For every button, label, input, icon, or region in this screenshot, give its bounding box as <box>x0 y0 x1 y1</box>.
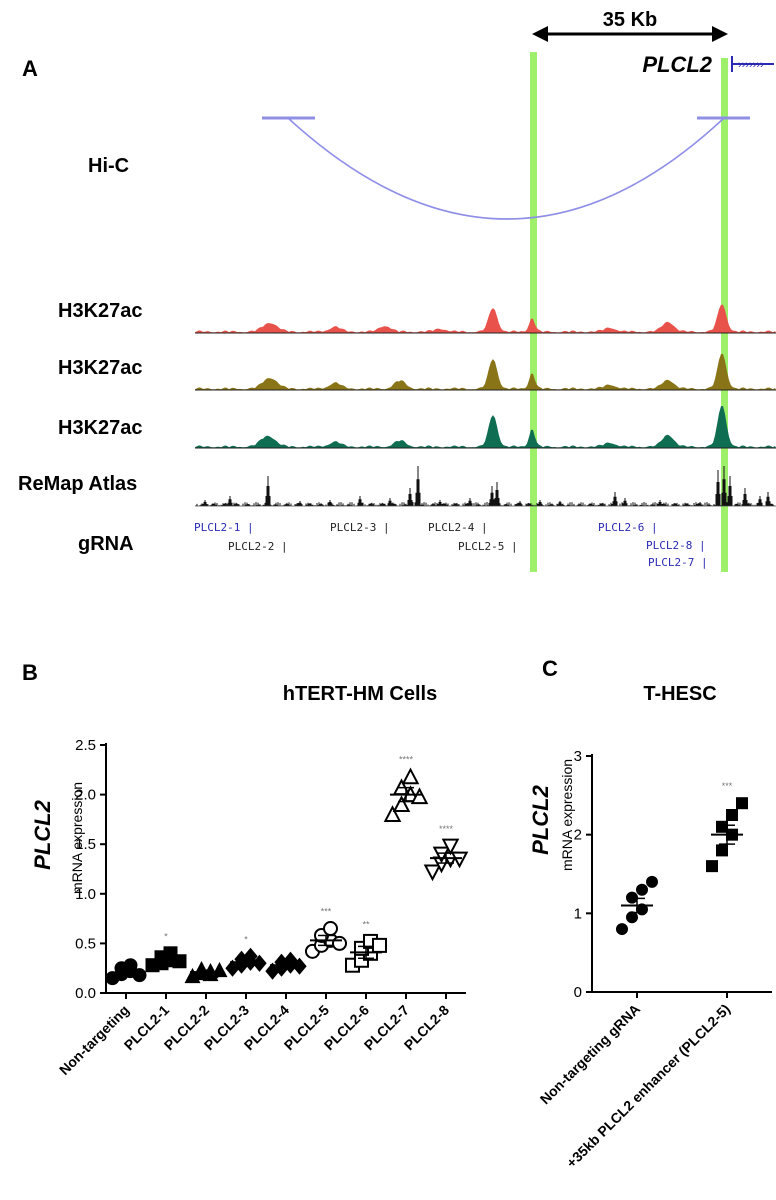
chart-c-title: T-HESC <box>643 683 716 705</box>
data-point <box>392 795 411 813</box>
data-point <box>616 923 628 936</box>
data-point <box>283 951 298 969</box>
chart-b: 0.00.51.01.52.02.5Non-targetingPLCL2-1*P… <box>56 737 469 1078</box>
y-tick-label: 0.5 <box>75 935 96 952</box>
panel-c-label: C <box>542 656 558 681</box>
data-point <box>706 860 718 873</box>
significance-label: **** <box>439 824 454 834</box>
data-point <box>423 864 442 882</box>
y-tick-label: 1 <box>574 905 582 922</box>
gene-model: ››››››› <box>731 56 774 72</box>
h3k27ac-track-1 <box>195 304 776 333</box>
data-point <box>450 851 469 869</box>
track-label-h3k27ac-3: H3K27ac <box>58 417 143 439</box>
chart-b-title: hTERT-HM Cells <box>283 683 437 705</box>
data-point <box>441 838 460 856</box>
y-tick-label: 0.0 <box>75 985 96 1002</box>
significance-label: *** <box>722 781 733 791</box>
remap-atlas-track <box>195 466 775 506</box>
data-point <box>401 767 420 785</box>
grna-labels: PLCL2-1 | PLCL2-2 | PLCL2-3 | PLCL2-4 | … <box>194 521 708 569</box>
panel-a: A 35 Kb PLCL2 ››››››› Hi-C H3K27ac H3K27… <box>18 9 776 572</box>
data-point <box>716 844 728 857</box>
gene-label: PLCL2 <box>642 52 712 77</box>
data-point <box>636 883 648 896</box>
data-point <box>211 961 228 978</box>
data-point <box>646 875 658 888</box>
grna-label-5: PLCL2-5 | <box>458 540 518 553</box>
y-tick-label: 2.5 <box>75 737 96 754</box>
svg-text:›››››››: ››››››› <box>738 59 764 71</box>
significance-label: ** <box>362 919 370 929</box>
panel-b: B hTERT-HM Cells PLCL2 mRNA expression 0… <box>22 660 469 1078</box>
y-tick-label: 3 <box>574 748 582 765</box>
data-point <box>726 809 738 821</box>
panel-b-label: B <box>22 660 38 685</box>
scale-bar: 35 Kb <box>532 9 728 42</box>
data-point <box>626 891 638 904</box>
grna-label-6: PLCL2-6 | <box>598 521 658 534</box>
chart-b-ylabel-sub: mRNA expression <box>69 782 85 894</box>
x-tick-label: Non-targeting gRNA <box>537 1001 643 1107</box>
chart-c-ylabel-sub: mRNA expression <box>559 759 575 871</box>
h3k27ac-track-3 <box>195 406 776 448</box>
data-point <box>332 935 347 951</box>
track-label-h3k27ac-1: H3K27ac <box>58 300 143 322</box>
y-tick-label: 2 <box>574 827 582 844</box>
y-tick-label: 2.0 <box>75 787 96 804</box>
track-label-h3k27ac-2: H3K27ac <box>58 357 143 379</box>
y-tick-label: 1.5 <box>75 836 96 853</box>
chart-b-ylabel: PLCL2 <box>30 799 55 869</box>
enhancer-highlight <box>530 52 537 572</box>
hic-loop <box>262 116 750 220</box>
x-tick-label: +35kb PLCL2 enhancer (PLCL2-5) <box>563 1001 733 1171</box>
data-point <box>323 921 338 937</box>
grna-label-8: PLCL2-8 | <box>646 539 706 552</box>
data-point <box>372 937 387 953</box>
data-point <box>410 787 429 805</box>
data-point <box>132 968 147 983</box>
h3k27ac-track-2 <box>195 353 776 390</box>
data-point <box>383 805 402 822</box>
track-label-grna: gRNA <box>78 533 134 555</box>
grna-label-4: PLCL2-4 | <box>428 521 488 534</box>
data-point <box>626 911 638 924</box>
grna-label-2: PLCL2-2 | <box>228 540 288 553</box>
data-point <box>243 947 258 965</box>
data-point <box>736 797 748 810</box>
data-point <box>716 820 728 833</box>
significance-label: * <box>244 934 248 944</box>
data-point <box>432 846 451 864</box>
significance-label: * <box>164 931 168 941</box>
data-point <box>123 958 138 973</box>
scale-label: 35 Kb <box>603 9 657 31</box>
chart-c-ylabel: PLCL2 <box>528 784 553 854</box>
panel-a-label: A <box>22 56 38 81</box>
track-label-remap: ReMap Atlas <box>18 473 137 495</box>
y-tick-label: 1.0 <box>75 886 96 903</box>
x-tick-label: Non-targeting <box>56 1002 132 1078</box>
significance-label: **** <box>399 755 414 765</box>
y-tick-label: 0 <box>574 984 582 1001</box>
significance-label: *** <box>321 907 332 917</box>
grna-label-1: PLCL2-1 | <box>194 521 254 534</box>
grna-label-3: PLCL2-3 | <box>330 521 390 534</box>
grna-label-7: PLCL2-7 | <box>648 556 708 569</box>
panel-c: C T-HESC PLCL2 mRNA expression 0 1 2 3 Non-t… <box>528 656 772 1171</box>
track-label-hic: Hi-C <box>88 155 129 177</box>
